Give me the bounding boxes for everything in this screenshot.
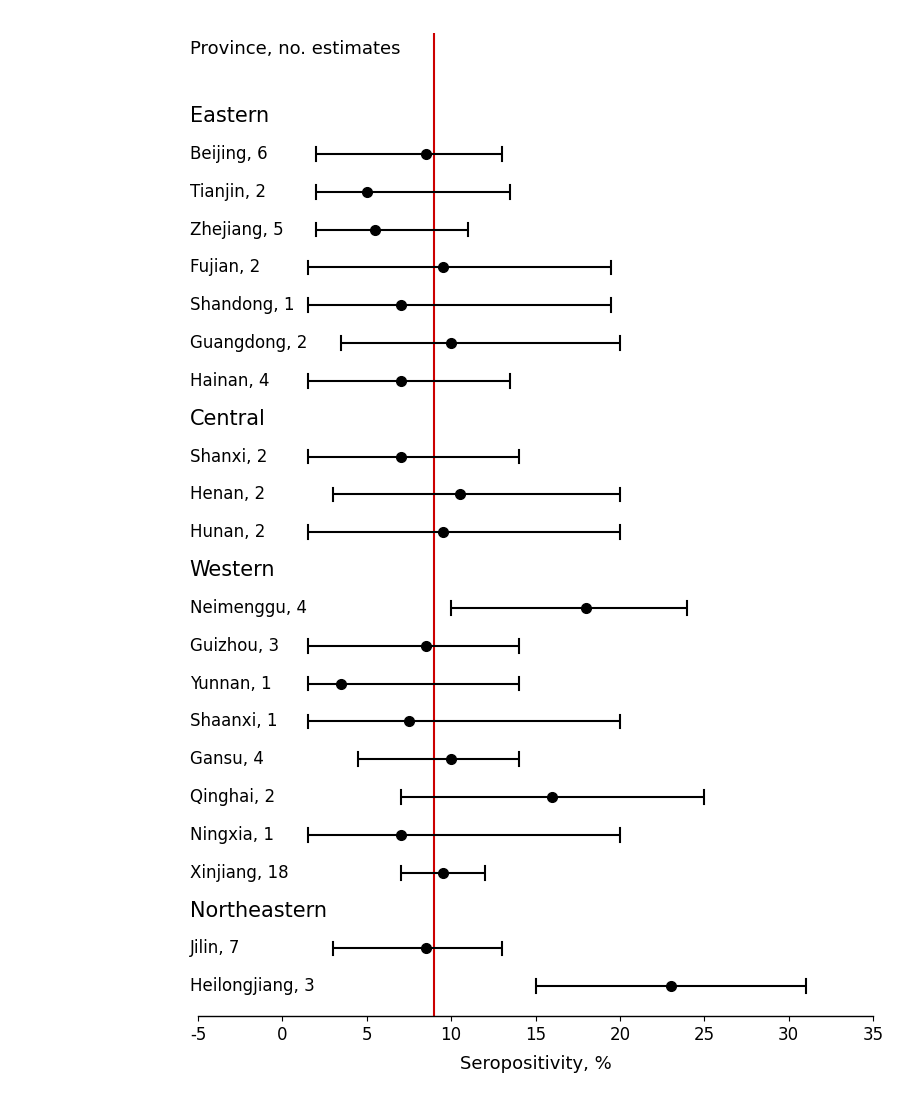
Text: Xinjiang, 18: Xinjiang, 18 xyxy=(190,863,288,882)
Text: Zhejiang, 5: Zhejiang, 5 xyxy=(190,221,284,238)
Text: Shanxi, 2: Shanxi, 2 xyxy=(190,447,267,466)
Text: Hunan, 2: Hunan, 2 xyxy=(190,524,265,541)
Text: Neimenggu, 4: Neimenggu, 4 xyxy=(190,599,307,616)
Text: Heilongjiang, 3: Heilongjiang, 3 xyxy=(190,977,314,996)
Text: Northeastern: Northeastern xyxy=(190,901,327,920)
Text: Tianjin, 2: Tianjin, 2 xyxy=(190,183,266,201)
Text: Gansu, 4: Gansu, 4 xyxy=(190,750,264,768)
Text: Western: Western xyxy=(190,560,275,580)
Text: Hainan, 4: Hainan, 4 xyxy=(190,372,269,390)
Text: Eastern: Eastern xyxy=(190,106,269,126)
Text: Beijing, 6: Beijing, 6 xyxy=(190,145,267,163)
X-axis label: Seropositivity, %: Seropositivity, % xyxy=(460,1056,611,1073)
Text: Henan, 2: Henan, 2 xyxy=(190,485,265,504)
Text: Central: Central xyxy=(190,409,266,428)
Text: Shaanxi, 1: Shaanxi, 1 xyxy=(190,713,277,730)
Text: Jilin, 7: Jilin, 7 xyxy=(190,939,240,957)
Text: Yunnan, 1: Yunnan, 1 xyxy=(190,674,271,693)
Text: Ningxia, 1: Ningxia, 1 xyxy=(190,826,274,844)
Text: Qinghai, 2: Qinghai, 2 xyxy=(190,788,274,806)
Text: Province, no. estimates: Province, no. estimates xyxy=(190,40,400,58)
Text: Guizhou, 3: Guizhou, 3 xyxy=(190,637,279,655)
Text: Guangdong, 2: Guangdong, 2 xyxy=(190,334,307,352)
Text: Shandong, 1: Shandong, 1 xyxy=(190,296,294,314)
Text: Fujian, 2: Fujian, 2 xyxy=(190,258,260,277)
